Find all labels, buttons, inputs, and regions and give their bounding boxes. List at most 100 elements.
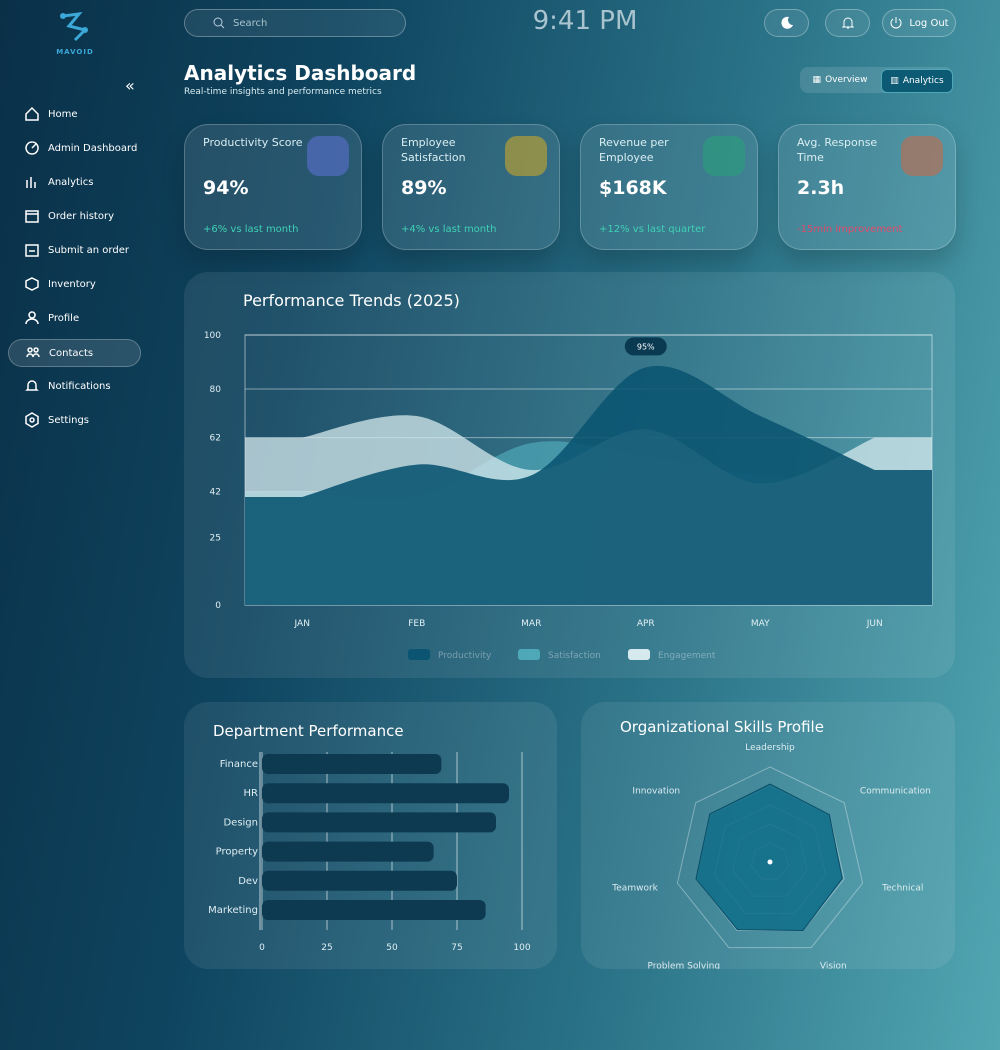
kpi-value: 94% [203,177,249,199]
nav-icon [25,277,39,291]
kpi-label: Revenue per Employee [599,136,669,164]
kpi-icon [703,136,745,176]
nav-icon [25,106,39,121]
kpi-change: -15min improvement [797,224,903,235]
axis-label: Innovation [632,786,680,796]
kpi-card: Revenue per Employee $168K +12% vs last qu… [580,124,758,250]
nav-icon [25,210,39,223]
y-tick-label: HR [244,788,259,799]
search-box[interactable]: Search [184,9,406,37]
search-icon [213,17,225,29]
icon-shape [25,380,39,391]
tab-overview[interactable]: ▦ Overview [812,75,868,85]
nav-item[interactable]: Order history [8,203,139,229]
collapse-button[interactable]: « [125,76,135,95]
icon-shape [25,244,39,257]
logo-mark [60,12,88,42]
nav-label: Home [48,108,78,120]
nav-item[interactable]: Contacts [8,339,141,367]
icon-shape [26,177,36,188]
nav-item[interactable]: Notifications [8,373,139,399]
nav-item[interactable]: Home [8,101,139,127]
nav-label: Order history [48,210,114,222]
legend-label: Engagement [658,651,716,661]
skills-chart: Organizational Skills Profile Leadership C… [611,718,931,969]
y-tick-label: Design [223,817,258,828]
nav-label: Analytics [48,176,94,188]
logo[interactable]: MAVOID [50,10,100,56]
legend-swatch [518,649,540,660]
view-tabs: ▦ Overview ▥ Analytics [800,67,953,93]
theme-button[interactable] [764,9,809,37]
logo-text: MAVOID [56,48,94,56]
page-title: Analytics Dashboard [184,61,417,85]
nav-item[interactable]: Analytics [8,169,139,195]
annotation: 95% [637,342,655,351]
y-tick-label: 80 [210,385,222,395]
nav-item[interactable]: Settings [8,407,139,433]
kpi-card: Employee Satisfaction 89% +4% vs last mont… [382,124,560,250]
nav-icon [25,311,39,325]
nav-item[interactable]: Submit an order [8,237,139,263]
nav-icon [26,177,36,188]
x-tick-label: MAR [521,619,541,629]
kpi-change: +4% vs last month [401,224,497,235]
bar [262,870,457,891]
icon-shape [25,106,39,121]
nav-icon [25,380,39,391]
axis-label: Teamwork [611,884,658,894]
nav-label: Inventory [48,278,96,290]
logout-button[interactable]: Log Out [882,9,956,37]
x-tick-label: JAN [294,619,310,629]
y-tick-label: Marketing [208,905,258,916]
y-tick-label: Property [216,847,258,858]
x-tick-label: FEB [408,619,425,629]
x-tick-label: MAY [751,619,770,629]
chart-title: Department Performance [213,722,404,740]
nav-item[interactable]: Admin Dashboard [8,135,139,161]
icon-shape [26,347,40,358]
annotation-bubble [624,337,667,356]
nav-icon [25,412,39,428]
legend-swatch [628,649,650,660]
y-tick-label: 42 [210,488,221,498]
y-tick-label: 100 [204,331,221,341]
icon-shape [25,277,39,291]
kpi-value: 2.3h [797,177,845,199]
icon-shape [25,210,39,223]
x-tick-label: 0 [259,943,265,953]
chart-title: Performance Trends (2025) [243,291,460,310]
department-panel [184,702,557,969]
tab-label: Analytics [902,76,944,86]
y-tick-label: Finance [220,759,258,770]
axis-label: Leadership [745,743,795,753]
nav-item[interactable]: Inventory [8,271,139,297]
icon-shape [25,141,39,155]
radar-center [767,859,773,865]
kpi-label: Employee Satisfaction [401,136,466,164]
nav-label: Submit an order [48,244,129,256]
bar [262,783,509,804]
nav-item[interactable]: Profile [8,305,139,331]
power-icon [890,17,902,29]
x-tick-label: 50 [386,943,398,953]
kpi-label: Productivity Score [203,136,303,149]
kpi-value: $168K [599,177,667,199]
nav-icon [25,141,39,155]
axis-label: Vision [820,962,847,969]
radar-ring [676,766,864,949]
nav-label: Profile [48,312,80,324]
y-tick-label: 0 [215,601,221,611]
y-tick-label: 25 [210,534,221,544]
tab-analytics[interactable]: ▥ Analytics [881,69,953,93]
x-tick-label: 25 [321,943,332,953]
bar [262,812,496,833]
bar [262,754,442,774]
kpi-card: Productivity Score 94% +6% vs last month [184,124,362,250]
y-tick-label: 62 [210,434,221,444]
kpi-card: Avg. Response Time 2.3h -15min improvement [778,124,956,250]
department-chart: Department Performance 0 25 50 75 100 Finance H… [208,722,531,953]
icon-shape [25,311,39,325]
icon-shape [25,412,39,428]
notifications-button[interactable] [825,9,870,37]
